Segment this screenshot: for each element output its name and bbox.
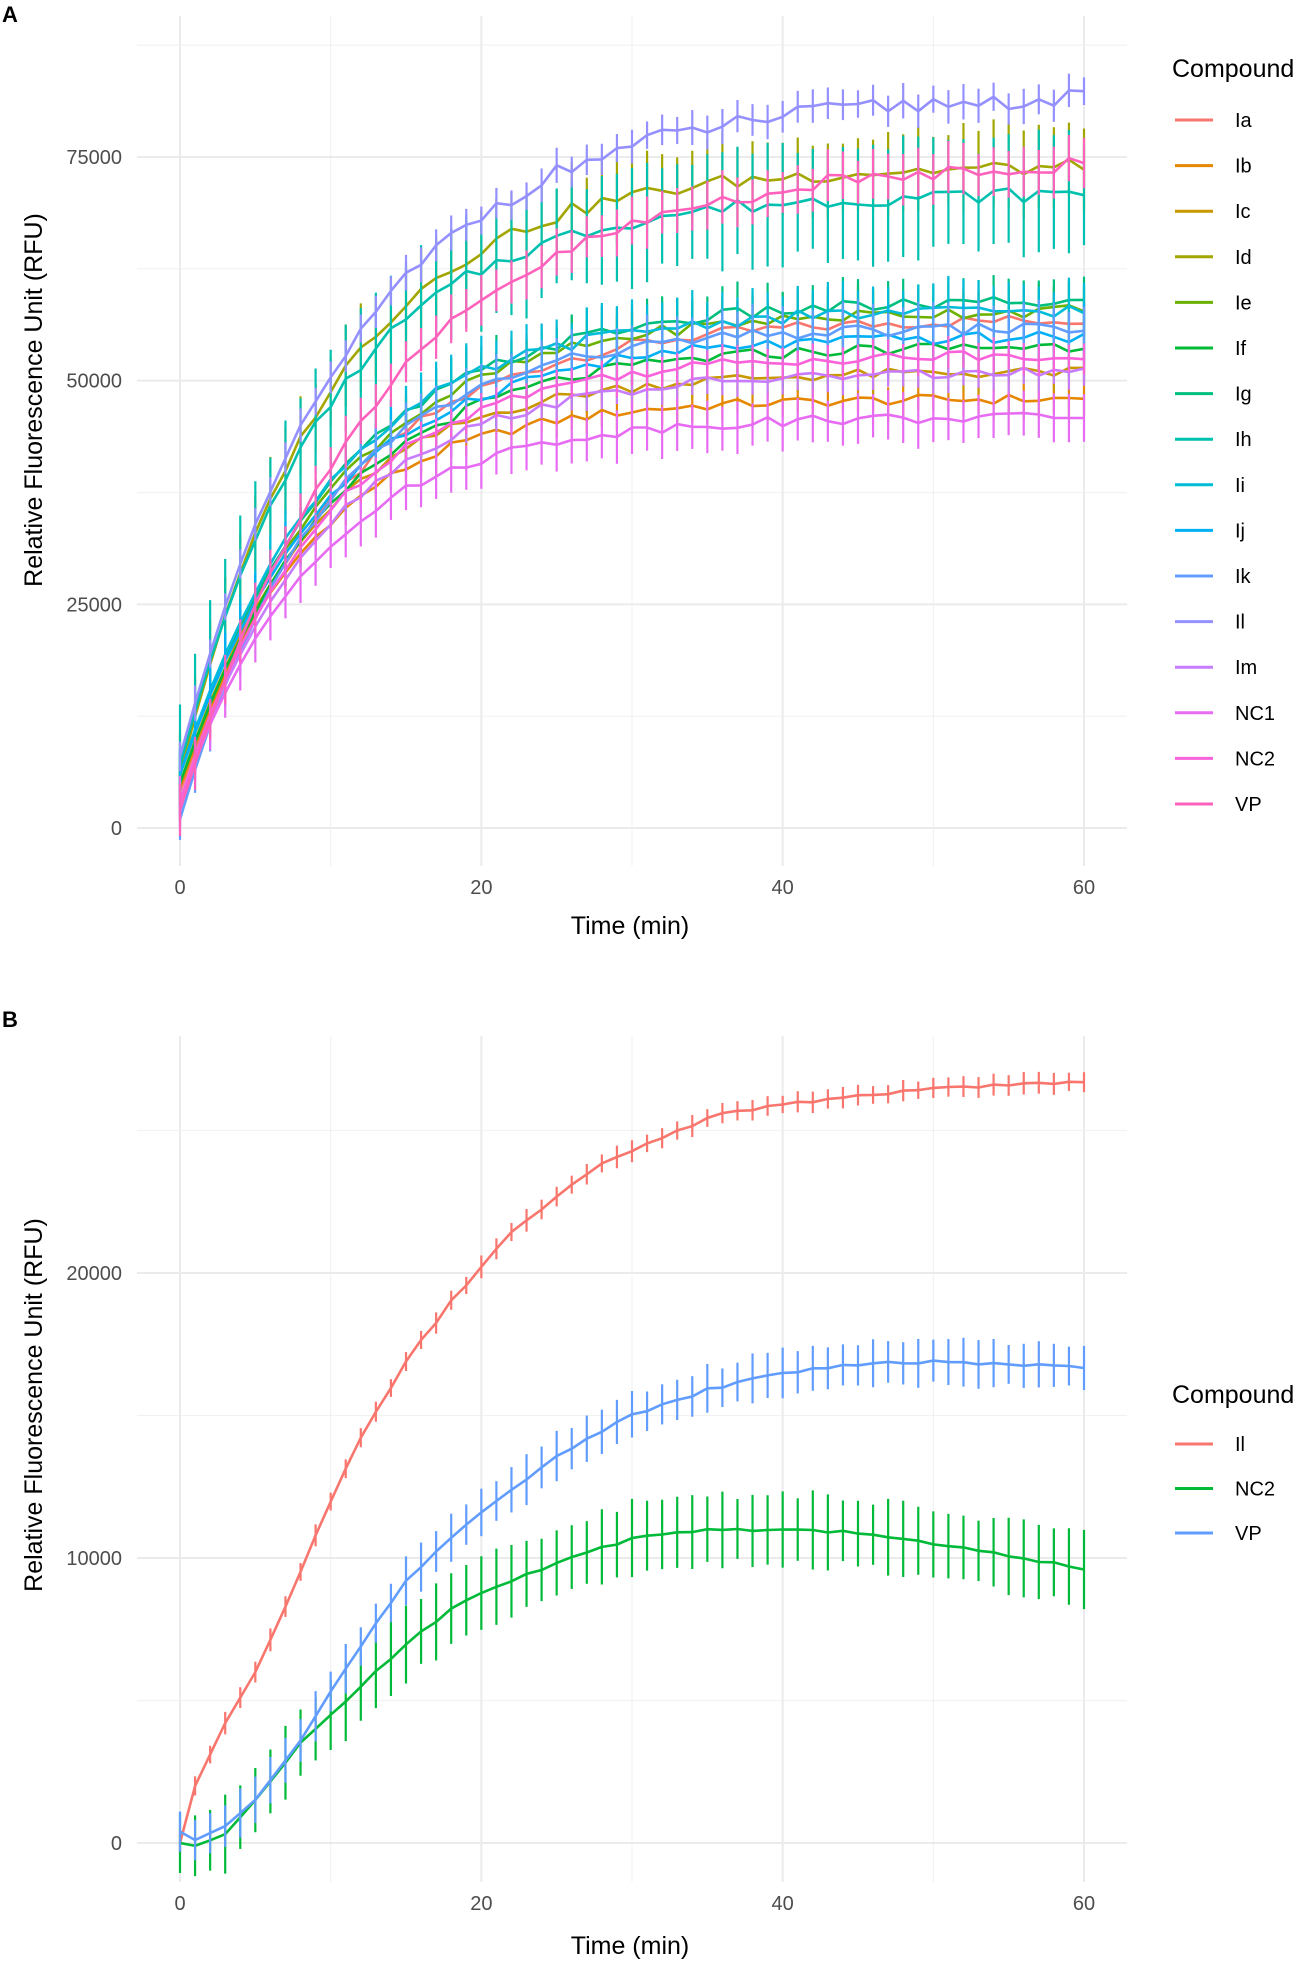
legend-item-NC2: NC2	[1175, 748, 1275, 770]
x-tick-label: 40	[772, 877, 794, 899]
series-line	[178, 156, 1085, 811]
panel-b-x-tick-labels: 0 20 40 60	[174, 1893, 1095, 1915]
legend-label: VP	[1235, 794, 1262, 816]
legend-item-Il: Il	[1175, 612, 1245, 634]
series-NC1	[178, 389, 1086, 827]
legend-label: Id	[1235, 247, 1252, 269]
panel-a-y-tick-labels: 0 25000 50000 75000	[66, 147, 122, 840]
panel-b-label: B	[2, 1007, 18, 1032]
panel-a-x-tick-labels: 0 20 40 60	[174, 877, 1095, 899]
legend-label: NC2	[1235, 1479, 1275, 1501]
panel-b-legend: Compound Il NC2 VP	[1172, 1381, 1294, 1545]
series-NC2	[178, 1490, 1086, 1877]
legend-item-VP: VP	[1175, 794, 1262, 816]
legend-item-Ib: Ib	[1175, 156, 1252, 178]
panel-a-legend: Compound Ia Ib Ic Id Ie If Ig Ih Ii Ij Ik Il Im NC1 NC…	[1172, 55, 1294, 816]
series-line	[179, 1359, 1085, 1842]
legend-label: Ig	[1235, 384, 1252, 406]
panel-a-label: A	[2, 2, 18, 27]
legend-item-Ii: Ii	[1175, 475, 1245, 497]
y-tick-label: 75000	[66, 147, 122, 169]
legend-label: Ie	[1235, 292, 1252, 314]
legend-item-VP: VP	[1175, 1523, 1262, 1545]
legend-label: Ii	[1235, 475, 1245, 497]
series-line	[178, 411, 1084, 802]
legend-label: If	[1235, 338, 1247, 360]
legend-item-Id: Id	[1175, 247, 1252, 269]
y-tick-label: 0	[111, 1833, 122, 1855]
y-tick-label: 10000	[66, 1548, 122, 1570]
panel-b-series	[178, 1071, 1086, 1877]
panel-b: B 0 10000 20000 0 20 40 60 Time (min) Relativ…	[2, 1007, 1294, 1960]
legend-item-Ik: Ik	[1175, 566, 1252, 588]
x-tick-label: 0	[174, 1893, 185, 1915]
legend-item-Ie: Ie	[1175, 292, 1252, 314]
panel-b-legend-title: Compound	[1172, 1381, 1294, 1409]
x-tick-label: 60	[1073, 877, 1095, 899]
legend-item-Il: Il	[1175, 1434, 1245, 1456]
legend-label: Ib	[1235, 156, 1252, 178]
legend-label: Ih	[1235, 429, 1252, 451]
legend-label: NC2	[1235, 748, 1275, 770]
legend-item-If: If	[1175, 338, 1247, 360]
panel-b-y-tick-labels: 0 10000 20000	[66, 1263, 122, 1855]
legend-label: NC1	[1235, 703, 1275, 725]
series-VP	[178, 134, 1086, 837]
legend-label: Im	[1235, 657, 1257, 679]
panel-b-y-axis-title: Relative Fluorescence Unit (RFU)	[20, 1218, 48, 1592]
panel-a-legend-title: Compound	[1172, 55, 1294, 83]
panel-a-legend-items: Ia Ib Ic Id Ie If Ig Ih Ii Ij Ik Il Im NC1 NC2 VP	[1175, 110, 1275, 816]
legend-label: Ia	[1235, 110, 1253, 132]
legend-item-NC2: NC2	[1175, 1479, 1275, 1501]
series-Il	[178, 73, 1086, 772]
legend-label: Il	[1235, 612, 1245, 634]
series-line	[179, 1527, 1085, 1848]
series-line	[178, 350, 1085, 802]
legend-item-Ih: Ih	[1175, 429, 1252, 451]
panel-a: A 0 25000 50000 75000 0 20 40 60 Time (min) Re…	[2, 2, 1294, 940]
x-tick-label: 40	[772, 1893, 794, 1915]
panel-a-y-axis-title: Relative Fluorescence Unit (RFU)	[20, 213, 48, 587]
x-tick-label: 0	[174, 877, 185, 899]
legend-item-Ig: Ig	[1175, 384, 1252, 406]
panel-a-x-axis-title: Time (min)	[571, 912, 690, 940]
legend-item-Ic: Ic	[1175, 201, 1251, 223]
legend-label: VP	[1235, 1523, 1262, 1545]
legend-label: Il	[1235, 1434, 1245, 1456]
panel-a-series	[178, 73, 1086, 840]
y-tick-label: 50000	[66, 371, 122, 393]
legend-label: Ij	[1235, 520, 1245, 542]
legend-item-Ia: Ia	[1175, 110, 1253, 132]
legend-item-Ij: Ij	[1175, 520, 1245, 542]
series-line	[178, 89, 1085, 757]
x-tick-label: 60	[1073, 1893, 1095, 1915]
x-tick-label: 20	[470, 1893, 492, 1915]
legend-item-Im: Im	[1175, 657, 1257, 679]
panel-b-legend-items: Il NC2 VP	[1175, 1434, 1275, 1545]
y-tick-label: 25000	[66, 594, 122, 616]
panel-b-x-axis-title: Time (min)	[571, 1932, 690, 1960]
series-Il	[178, 1071, 1086, 1854]
legend-label: Ic	[1235, 201, 1251, 223]
y-tick-label: 0	[111, 818, 122, 840]
legend-item-NC1: NC1	[1175, 703, 1275, 725]
series-VP	[178, 1337, 1086, 1861]
y-tick-label: 20000	[66, 1263, 122, 1285]
series-line	[178, 1080, 1085, 1844]
x-tick-label: 20	[470, 877, 492, 899]
legend-label: Ik	[1235, 566, 1252, 588]
